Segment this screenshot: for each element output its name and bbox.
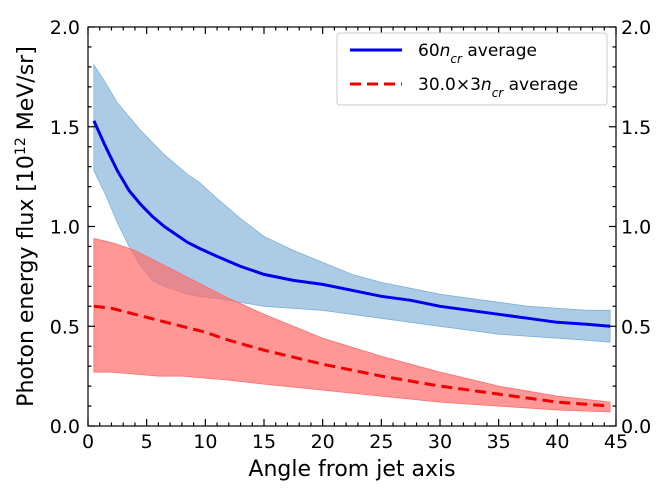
y-tick-label-left: 1.5 [50, 117, 80, 139]
band-30x3ncr [93, 237, 611, 413]
legend: 60ncr average 30.0×3ncr average [336, 32, 608, 106]
x-tick-label: 0 [82, 431, 94, 453]
chart-lines [92, 120, 611, 408]
x-tick-label: 20 [311, 431, 335, 453]
y-tick-label-left: 1.0 [50, 217, 80, 239]
y-tick-label-right: 1.5 [621, 117, 651, 139]
y-tick-label-left: 0.0 [50, 416, 80, 438]
legend-box [336, 32, 608, 106]
x-axis-label: Angle from jet axis [248, 457, 455, 482]
x-tick-label: 35 [487, 431, 511, 453]
chart-bands [93, 63, 611, 413]
legend-label-60ncr: 60ncr average [418, 41, 537, 66]
x-tick-label: 30 [428, 431, 452, 453]
y-tick-label-right: 0.5 [621, 316, 651, 338]
x-tick-label: 45 [604, 431, 628, 453]
y-tick-label-left: 2.0 [50, 17, 80, 39]
y-axis-label: Photon energy flux [1012 MeV/sr] [13, 46, 39, 407]
x-tick-label: 40 [545, 431, 569, 453]
legend-label-30x3ncr: 30.0×3ncr average [418, 75, 578, 100]
y-tick-label-right: 1.0 [621, 217, 651, 239]
line-30x3ncr-average [93, 304, 611, 408]
line-60ncr-average [92, 120, 611, 328]
y-tick-label-left: 0.5 [50, 316, 80, 338]
axis-ticks: 0 5 10 15 20 25 30 35 40 450.0 0.00.5 0.51.0 1.01.5 1… [50, 17, 651, 453]
y-tick-label-right: 2.0 [621, 17, 651, 39]
x-tick-label: 15 [252, 431, 276, 453]
x-tick-label: 25 [369, 431, 393, 453]
x-tick-label: 10 [193, 431, 217, 453]
y-tick-label-right: 0.0 [621, 416, 651, 438]
x-tick-label: 5 [141, 431, 153, 453]
